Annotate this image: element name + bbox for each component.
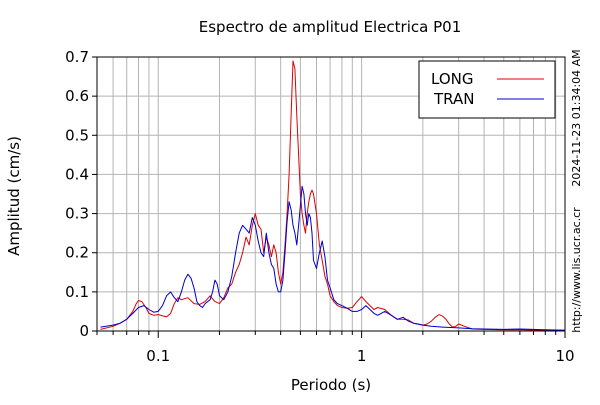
series-layer bbox=[100, 60, 566, 331]
y-tick-label: 0.1 bbox=[65, 283, 89, 301]
y-tick-label: 0.6 bbox=[65, 87, 89, 105]
timestamp-text: 2024-11-23 01:34:04 AM bbox=[570, 49, 583, 186]
x-tick-label: 1 bbox=[357, 347, 367, 365]
legend-label-long: LONG bbox=[431, 70, 473, 88]
legend-box bbox=[418, 60, 556, 119]
x-axis-label: Periodo (s) bbox=[291, 376, 371, 394]
x-tick-label: 0.1 bbox=[146, 347, 170, 365]
plot-frame bbox=[96, 56, 566, 332]
ticks-layer: 0 0.1 0.2 0.3 0.4 0.5 0.6 0.7 0.1 1 10 bbox=[65, 48, 574, 365]
y-tick-label: 0.5 bbox=[65, 126, 89, 144]
series-line-tran bbox=[100, 185, 566, 331]
x-tick-label: 10 bbox=[555, 347, 574, 365]
chart-title: Espectro de amplitud Electrica P01 bbox=[199, 18, 462, 36]
y-tick-label: 0.4 bbox=[65, 165, 89, 183]
y-tick-label: 0 bbox=[79, 322, 89, 340]
y-tick-label: 0.3 bbox=[65, 205, 89, 223]
legend-label-tran: TRAN bbox=[433, 90, 474, 108]
legend: LONG TRAN bbox=[418, 60, 556, 119]
source-url-text: http://www.lis.ucr.ac.cr bbox=[570, 207, 583, 333]
y-tick-label: 0.7 bbox=[65, 48, 89, 66]
y-tick-label: 0.2 bbox=[65, 244, 89, 262]
y-axis-label: Amplitud (cm/s) bbox=[5, 136, 23, 256]
